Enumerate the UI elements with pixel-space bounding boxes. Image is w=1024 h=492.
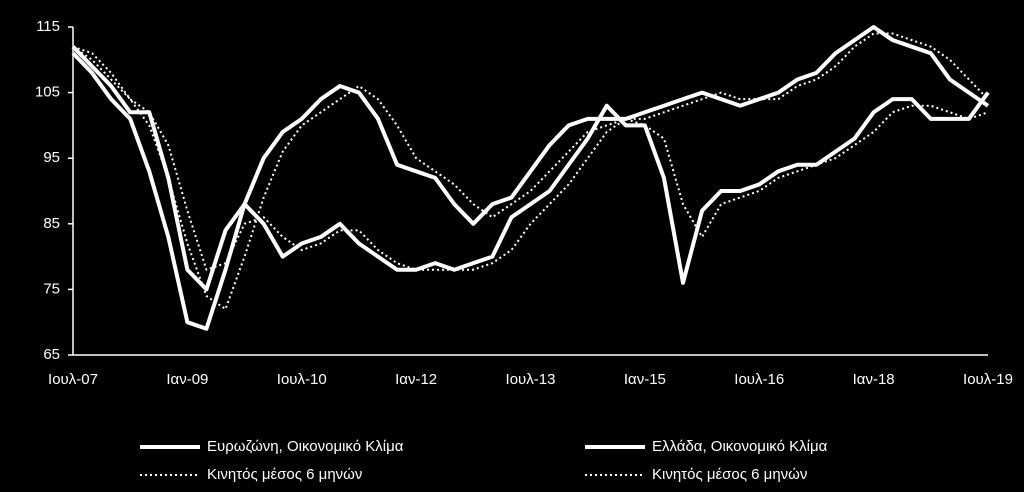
x-tick-label: Ιουλ-19	[963, 371, 1013, 388]
x-tick-label: Ιουλ-07	[48, 371, 98, 388]
x-tick-label: Ιαν-09	[166, 371, 208, 388]
x-tick-label: Ιουλ-13	[506, 371, 556, 388]
y-tick-label: 85	[43, 215, 60, 232]
series-line	[72, 32, 989, 311]
y-tick-label: 75	[43, 280, 60, 297]
legend-label: Ευρωζώνη, Οικονομικό Κλίμα	[207, 438, 404, 455]
y-tick-label: 65	[43, 346, 60, 363]
y-tick-label: 115	[36, 18, 60, 35]
legend-label: Κινητός μέσος 6 μηνών	[207, 466, 362, 483]
x-tick-label: Ιαν-18	[853, 371, 895, 388]
x-tick-label: Ιουλ-16	[734, 371, 784, 388]
series-line	[71, 25, 990, 331]
y-tick-label: 105	[35, 84, 60, 101]
x-tick-label: Ιαν-12	[395, 371, 437, 388]
legend-label: Κινητός μέσος 6 μηνών	[652, 466, 807, 483]
x-tick-label: Ιουλ-10	[277, 371, 327, 388]
legend-label: Ελλάδα, Οικονομικό Κλίμα	[652, 438, 828, 455]
series-line	[71, 45, 990, 292]
y-tick-label: 95	[43, 149, 60, 166]
x-tick-label: Ιαν-15	[624, 371, 666, 388]
